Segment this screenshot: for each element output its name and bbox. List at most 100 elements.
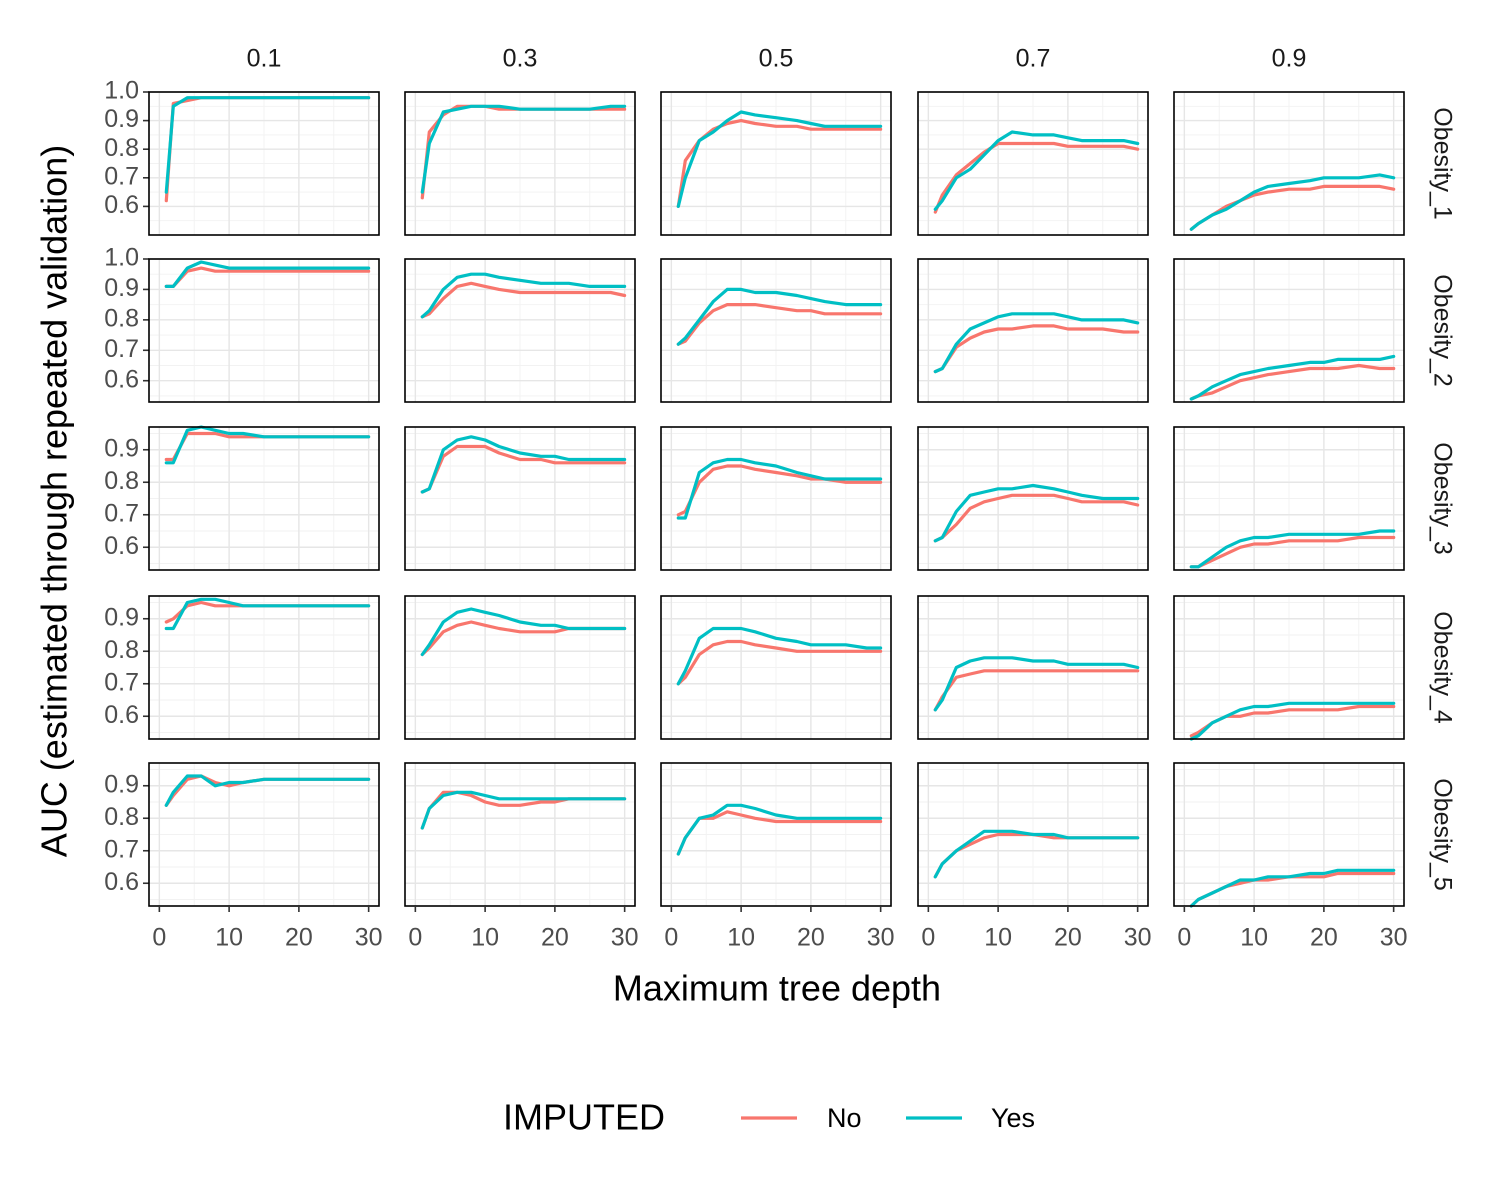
series-line-yes [676, 626, 883, 686]
facet-panel [404, 258, 636, 403]
y-tick-label: 0.8 [104, 304, 139, 332]
x-tick-label: 20 [797, 924, 825, 952]
y-tick-label: 0.8 [104, 803, 139, 831]
x-tick-label: 10 [1240, 924, 1268, 952]
facet-panel [404, 91, 636, 236]
series-line-yes [420, 435, 627, 494]
panel-border [404, 595, 636, 740]
panel-border [404, 258, 636, 403]
series-line-yes [1189, 701, 1396, 741]
series-line-yes [164, 260, 371, 288]
x-tick-label: 30 [611, 924, 639, 952]
x-tick-label: 0 [152, 924, 166, 952]
panel-border [917, 426, 1149, 571]
series-line-yes [1189, 354, 1396, 401]
facet-panel [1173, 258, 1405, 403]
y-tick-label: 0.9 [104, 434, 139, 462]
panel-border [917, 258, 1149, 403]
facet-panel [148, 425, 380, 571]
x-tick-label: 30 [1380, 924, 1408, 952]
series-line-no [420, 444, 627, 494]
series-line-yes [420, 790, 627, 830]
x-tick-label: 0 [408, 924, 422, 952]
row-strip-label: Obesity_1 [1428, 107, 1456, 220]
y-tick-label: 1.0 [104, 244, 139, 272]
y-tick-label: 0.6 [104, 365, 139, 393]
panel-border [917, 595, 1149, 740]
series-line-yes [933, 483, 1140, 543]
facet-panel [660, 595, 892, 740]
series-line-yes [933, 130, 1140, 211]
y-tick-label: 0.6 [104, 191, 139, 219]
facet-panel [404, 426, 636, 571]
x-tick-label: 10 [471, 924, 499, 952]
facet-panel [148, 91, 380, 236]
facet-panel [1173, 91, 1405, 236]
facet-panel [1173, 762, 1405, 908]
panel-border [148, 258, 380, 403]
x-tick-label: 30 [355, 924, 383, 952]
y-tick-label: 0.8 [104, 636, 139, 664]
series-line-yes [164, 425, 371, 465]
panel-border [1173, 595, 1405, 740]
facet-panel [660, 258, 892, 403]
series-line-yes [164, 96, 371, 194]
facet-panel [148, 762, 380, 907]
x-tick-label: 0 [1177, 924, 1191, 952]
x-tick-label: 30 [867, 924, 895, 952]
series-line-yes [420, 272, 627, 319]
x-tick-label: 10 [727, 924, 755, 952]
y-tick-label: 0.7 [104, 335, 139, 363]
panel-border [404, 426, 636, 571]
series-line-yes [676, 287, 883, 346]
series-line-no [164, 266, 371, 288]
x-tick-label: 10 [984, 924, 1012, 952]
series-line-yes [164, 774, 371, 807]
series-line-no [676, 303, 883, 346]
y-tick-label: 0.7 [104, 668, 139, 696]
series-line-no [420, 281, 627, 319]
facet-panel [404, 595, 636, 740]
series-line-no [933, 493, 1140, 543]
series-line-yes [420, 607, 627, 657]
panel-border [660, 762, 892, 907]
panel-border [660, 91, 892, 236]
y-tick-label: 0.9 [104, 105, 139, 133]
panels-layer: 0.1 0.3 0.5 0.7 0.9 Obesity_1 Obesity_2 Obesity… [104, 45, 1456, 952]
x-tick-label: 10 [215, 924, 243, 952]
facet-panel [148, 595, 380, 740]
row-strip-label: Obesity_5 [1428, 778, 1456, 891]
y-tick-label: 0.8 [104, 467, 139, 495]
y-tick-label: 0.6 [104, 532, 139, 560]
series-line-yes [1189, 868, 1396, 908]
y-tick-label: 0.8 [104, 134, 139, 162]
panel-border [660, 595, 892, 740]
x-tick-label: 0 [664, 924, 678, 952]
y-tick-label: 0.7 [104, 499, 139, 527]
series-line-no [1189, 535, 1396, 569]
facet-panel [917, 762, 1149, 907]
legend-no-label: No [827, 1103, 862, 1133]
column-strip-label: 0.7 [1016, 45, 1051, 73]
x-tick-label: 0 [921, 924, 935, 952]
panel-border [1173, 426, 1405, 571]
legend-title: IMPUTED [503, 1097, 665, 1138]
x-tick-label: 20 [1054, 924, 1082, 952]
y-tick-label: 0.7 [104, 835, 139, 863]
panel-border [148, 426, 380, 571]
series-line-no [1189, 363, 1396, 401]
series-line-no [676, 639, 883, 686]
column-strip-label: 0.1 [247, 45, 282, 73]
facet-panel [660, 426, 892, 571]
y-tick-label: 0.9 [104, 770, 139, 798]
facet-panel [660, 762, 892, 907]
column-strip-label: 0.3 [503, 45, 538, 73]
column-strip-label: 0.5 [759, 45, 794, 73]
legend: IMPUTED No Yes [503, 1097, 1035, 1138]
series-line-no [933, 669, 1140, 712]
series-line-yes [676, 803, 883, 856]
panel-border [404, 91, 636, 236]
x-tick-label: 30 [1124, 924, 1152, 952]
x-tick-label: 20 [1310, 924, 1338, 952]
